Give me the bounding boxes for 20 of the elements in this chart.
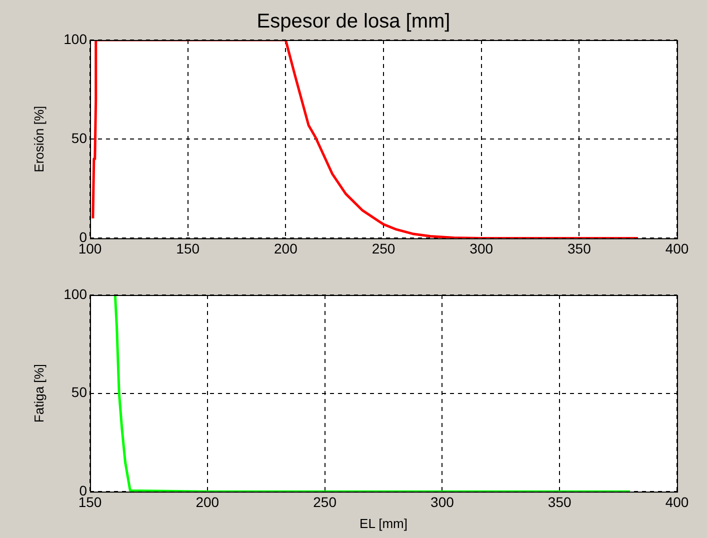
chart-title: Espesor de losa [mm] [256, 10, 450, 33]
x-tick-label: 250 [313, 494, 337, 510]
y-tick-label: 50 [71, 130, 88, 146]
x-tick-label: 350 [548, 494, 572, 510]
y-axis-title: Erosión [%] [31, 106, 46, 172]
x-tick-label: 200 [274, 240, 298, 256]
y-tick-label: 0 [79, 482, 88, 498]
y-tick-label: 100 [64, 30, 88, 47]
x-tick-label: 400 [665, 240, 689, 256]
x-tick-label: 300 [470, 240, 494, 256]
x-tick-label: 150 [176, 240, 200, 256]
x-tick-label: 300 [430, 494, 454, 510]
y-tick-label: 50 [71, 384, 88, 400]
y-tick-label: 100 [64, 286, 88, 302]
x-tick-label: 250 [372, 240, 396, 256]
x-tick-label: 400 [665, 494, 689, 510]
x-axis-title: EL [mm] [360, 516, 408, 531]
y-axis-title: Fatiga [%] [31, 364, 46, 423]
x-tick-label: 350 [567, 240, 592, 256]
x-tick-label: 200 [196, 494, 220, 510]
